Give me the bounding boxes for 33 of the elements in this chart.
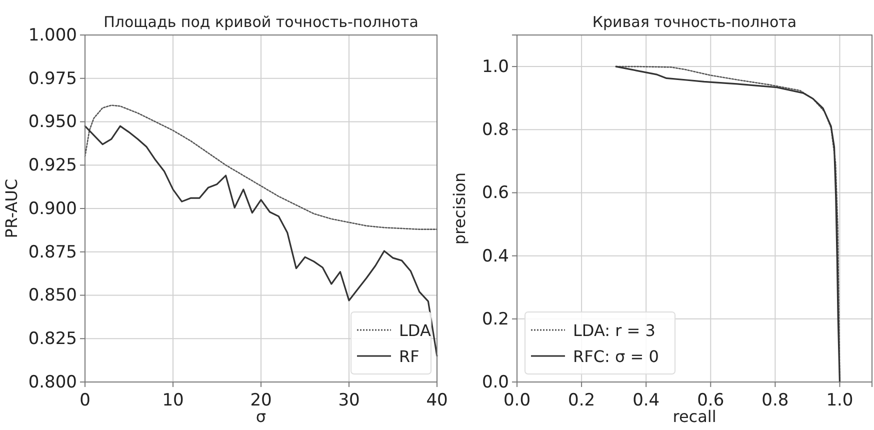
x-tick-label: 0.2 xyxy=(568,390,596,410)
x-tick-label: 0.0 xyxy=(503,390,531,410)
x-tick-label: 10 xyxy=(162,390,184,410)
legend-label: LDA xyxy=(399,321,431,340)
y-tick-label: 0.0 xyxy=(482,372,509,392)
legend-label: LDA: r = 3 xyxy=(573,321,656,340)
y-tick-label: 0.925 xyxy=(28,156,77,176)
y-tick-label: 0.950 xyxy=(28,112,77,132)
y-tick-label: 0.875 xyxy=(28,242,77,262)
legend-label: RF xyxy=(399,347,420,366)
y-tick-label: 0.2 xyxy=(482,309,509,330)
x-tick-label: 30 xyxy=(338,390,360,410)
chart-title: Кривая точность-полнота xyxy=(592,13,797,31)
x-tick-label: 0 xyxy=(80,390,90,410)
x-tick-label: 1.0 xyxy=(826,390,854,410)
x-tick-label: 0.4 xyxy=(632,390,660,410)
y-tick-label: 0.825 xyxy=(28,329,77,350)
y-tick-label: 1.0 xyxy=(482,56,509,77)
y-tick-label: 0.900 xyxy=(28,198,77,219)
y-tick-label: 0.850 xyxy=(28,286,77,306)
y-axis-title: PR-AUC xyxy=(2,178,21,238)
y-tick-label: 0.8 xyxy=(482,120,509,140)
y-tick-label: 0.800 xyxy=(28,372,77,392)
chart-title: Площадь под кривой точность-полнота xyxy=(104,13,418,31)
legend-label: RFC: σ = 0 xyxy=(573,347,659,366)
y-tick-label: 0.6 xyxy=(482,183,509,204)
x-tick-label: 0.8 xyxy=(762,390,789,410)
y-tick-label: 0.975 xyxy=(28,68,77,89)
x-tick-label: 40 xyxy=(426,390,448,410)
y-tick-label: 0.4 xyxy=(482,246,509,266)
y-tick-label: 1.000 xyxy=(28,25,77,46)
y-axis-title: precision xyxy=(450,172,469,245)
line-series xyxy=(84,104,438,230)
